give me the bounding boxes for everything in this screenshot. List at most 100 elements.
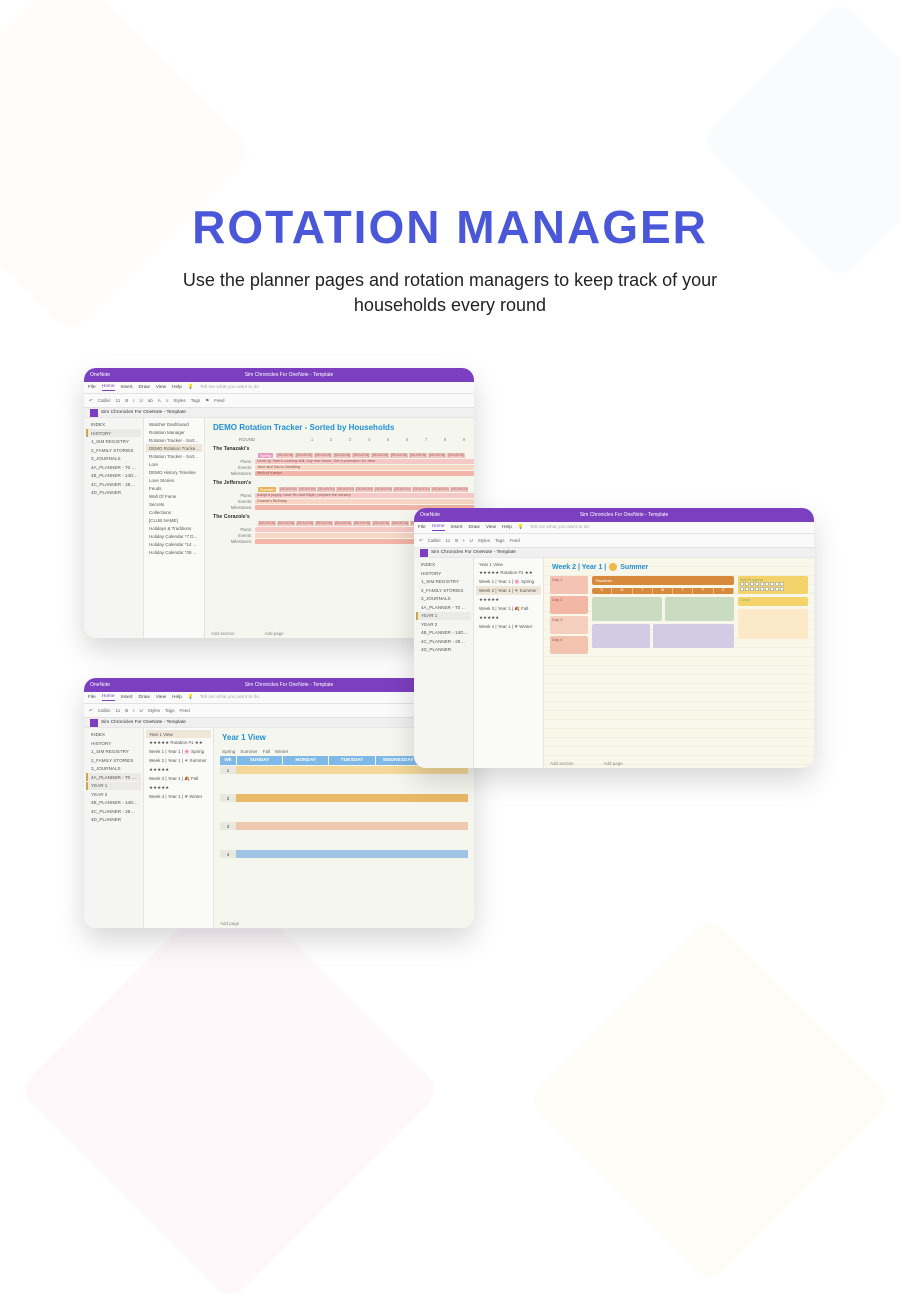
page-item[interactable]: Week 2 | Year 1 | ☀ Summer (476, 586, 541, 595)
page-item[interactable]: Watcher Dashboard (146, 420, 202, 428)
menu-bar: File Home Insert Draw View Help 💡 Tell m… (414, 522, 814, 534)
page-item[interactable]: Secrets (146, 500, 202, 508)
sidebar-item[interactable]: 4D_PLANNER (86, 489, 141, 497)
days-bar: SMTWTFS (592, 588, 734, 594)
section-list: INDEX HISTORY 1_SIM REGISTRY 2_FAMILY ST… (414, 558, 474, 768)
font-name[interactable]: Calibri (97, 398, 112, 403)
page-item[interactable]: Love Stories (146, 476, 202, 484)
menu-draw[interactable]: Draw (139, 385, 150, 390)
sidebar-item[interactable]: 2_FAMILY STORIES (86, 446, 141, 454)
page-item[interactable]: Week 4 | Year 1 | ❄ Winter (476, 622, 541, 631)
sidebar-item-year1[interactable]: YEAR 1 (86, 782, 141, 790)
titlebar: OneNote Sim Chronicles For OneNote - Tem… (414, 508, 814, 522)
sun-icon (609, 563, 617, 571)
page-item[interactable]: ★★★★★ Rotation #1 ★★ (476, 568, 541, 577)
window-week-planner: OneNote Sim Chronicles For OneNote - Tem… (414, 508, 814, 768)
styles-button[interactable]: Styles (172, 398, 186, 403)
page-item[interactable]: Week 4 | Year 1 | ❄ Winter (146, 792, 211, 801)
sidebar-item-year2[interactable]: YEAR 2 (86, 790, 141, 798)
week-row: 3 (220, 822, 468, 830)
feed-button[interactable]: Feed (213, 398, 225, 403)
page-item[interactable]: Week 3 | Year 1 | 🍂 Fall (476, 604, 541, 613)
menu-home[interactable]: Home (102, 384, 115, 391)
hero-title: ROTATION MANAGER (0, 200, 900, 254)
page-item[interactable]: Holiday Calendar *7 D... (146, 532, 202, 540)
page-item[interactable]: Rotation Manager (146, 428, 202, 436)
page-item[interactable]: ★★★★★ (146, 765, 211, 774)
add-section-link[interactable]: Add section (550, 761, 574, 766)
day-cell[interactable]: Day 3 (550, 616, 588, 634)
page-item[interactable]: ★★★★★ (476, 595, 541, 604)
page-list: Watcher DashboardRotation ManagerRotatio… (144, 418, 205, 638)
page-item[interactable]: Week 1 | Year 1 | 🌸 Spring (146, 747, 211, 756)
page-item[interactable]: Feuds (146, 484, 202, 492)
add-page-link[interactable]: Add page (265, 631, 284, 636)
canvas: Week 2 | Year 1 | Summer Day 1 Day 2 Day… (544, 558, 814, 768)
page-item[interactable]: ★★★★★ Rotation #1 ★★ (146, 738, 211, 747)
underline-button[interactable]: U (139, 398, 144, 403)
undo-icon[interactable]: ↶ (88, 398, 94, 404)
menu-bar: File Home Insert Draw View Help 💡 Tell m… (84, 382, 474, 394)
doc-title: Sim Chronicles For OneNote - Template (245, 372, 334, 378)
notes-panel-2[interactable] (592, 624, 650, 648)
sidebar-item[interactable]: 4A_PLANNER - T0 Se... (86, 463, 141, 471)
social-panel[interactable] (665, 597, 735, 621)
page-item[interactable]: Rotation Tracker - Sort... (146, 452, 202, 460)
events-panel[interactable] (653, 624, 734, 648)
sidebar-item[interactable]: 1_SIM REGISTRY (86, 438, 141, 446)
checkbox-grid[interactable] (740, 582, 806, 591)
page-item[interactable]: Collections (146, 508, 202, 516)
sidebar-item[interactable]: 4C_PLANNER - 28D S... (86, 480, 141, 488)
page-item[interactable]: Holiday Calendar *28 ... (146, 548, 202, 556)
app-name: OneNote (90, 372, 110, 378)
page-list: Year 1 View★★★★★ Rotation #1 ★★Week 1 | … (144, 728, 214, 928)
font-size[interactable]: 11 (115, 398, 122, 403)
hero: ROTATION MANAGER Use the planner pages a… (0, 0, 900, 318)
page-item[interactable]: [CLUB NAME] (146, 516, 202, 524)
page-item[interactable]: Holidays & Traditions (146, 524, 202, 532)
week-row: 4 (220, 850, 468, 858)
tell-me[interactable]: Tell me what you want to do (200, 385, 259, 390)
italic-button[interactable]: I (132, 398, 135, 403)
add-page-link[interactable]: Add page (604, 761, 623, 766)
section-list: INDEX HISTORY 1_SIM REGISTRY 2_FAMILY ST… (84, 728, 144, 928)
page-item[interactable]: Year 1 View (476, 560, 541, 568)
notes-panel[interactable] (592, 597, 662, 621)
calendar-panel[interactable] (738, 609, 808, 639)
page-item[interactable]: Holiday Calendar *14 ... (146, 540, 202, 548)
routine-header: Routines (592, 576, 734, 585)
menu-file[interactable]: File (88, 385, 96, 390)
toolbar: ↶ Calibri 11 B I U Styles Tags Feed (414, 534, 814, 548)
menu-insert[interactable]: Insert (121, 385, 133, 390)
page-item[interactable]: Lore (146, 460, 202, 468)
bold-button[interactable]: B (124, 398, 129, 403)
page-item[interactable]: Week 2 | Year 1 | ☀ Summer (146, 756, 211, 765)
tags-button[interactable]: Tags (190, 398, 202, 403)
page-item[interactable]: Week 1 | Year 1 | 🌸 Spring (476, 577, 541, 586)
day-cell[interactable]: Day 2 (550, 596, 588, 614)
day-cell[interactable]: Day 1 (550, 576, 588, 594)
page-item[interactable]: Week 3 | Year 1 | 🍂 Fall (146, 774, 211, 783)
menu-view[interactable]: View (156, 385, 166, 390)
page-list: Year 1 View★★★★★ Rotation #1 ★★Week 1 | … (474, 558, 544, 768)
sidebar-item[interactable]: INDEX (86, 421, 141, 429)
add-section-link[interactable]: Add section (211, 631, 235, 636)
week-row: 2 (220, 794, 468, 802)
page-item[interactable]: Year 1 View (146, 730, 211, 738)
sidebar-item[interactable]: 3_JOURNALS (86, 455, 141, 463)
sidebar-item[interactable]: 4B_PLANNER - 14D S... (86, 472, 141, 480)
day-cell[interactable]: Day 4 (550, 636, 588, 654)
page-item[interactable]: DEMO Rotation Tracke... (146, 444, 202, 452)
sidebar-item[interactable]: HISTORY (86, 429, 141, 437)
page-item[interactable]: Wall Of Fame (146, 492, 202, 500)
day-cells: Day 1 Day 2 Day 3 Day 4 (550, 576, 588, 656)
add-page-link[interactable]: Add page (220, 921, 239, 926)
skill-progress: Skill Progress (738, 576, 808, 594)
page-item[interactable]: DEMO History Timeline (146, 468, 202, 476)
menu-help[interactable]: Help (172, 385, 182, 390)
breadcrumb: Sim Chronicles For OneNote - Template (84, 408, 474, 418)
page-item[interactable]: ★★★★★ (146, 783, 211, 792)
page-item[interactable]: Rotation Tracker - Sort... (146, 436, 202, 444)
page-item[interactable]: ★★★★★ (476, 613, 541, 622)
level-bar: Level (738, 597, 808, 606)
